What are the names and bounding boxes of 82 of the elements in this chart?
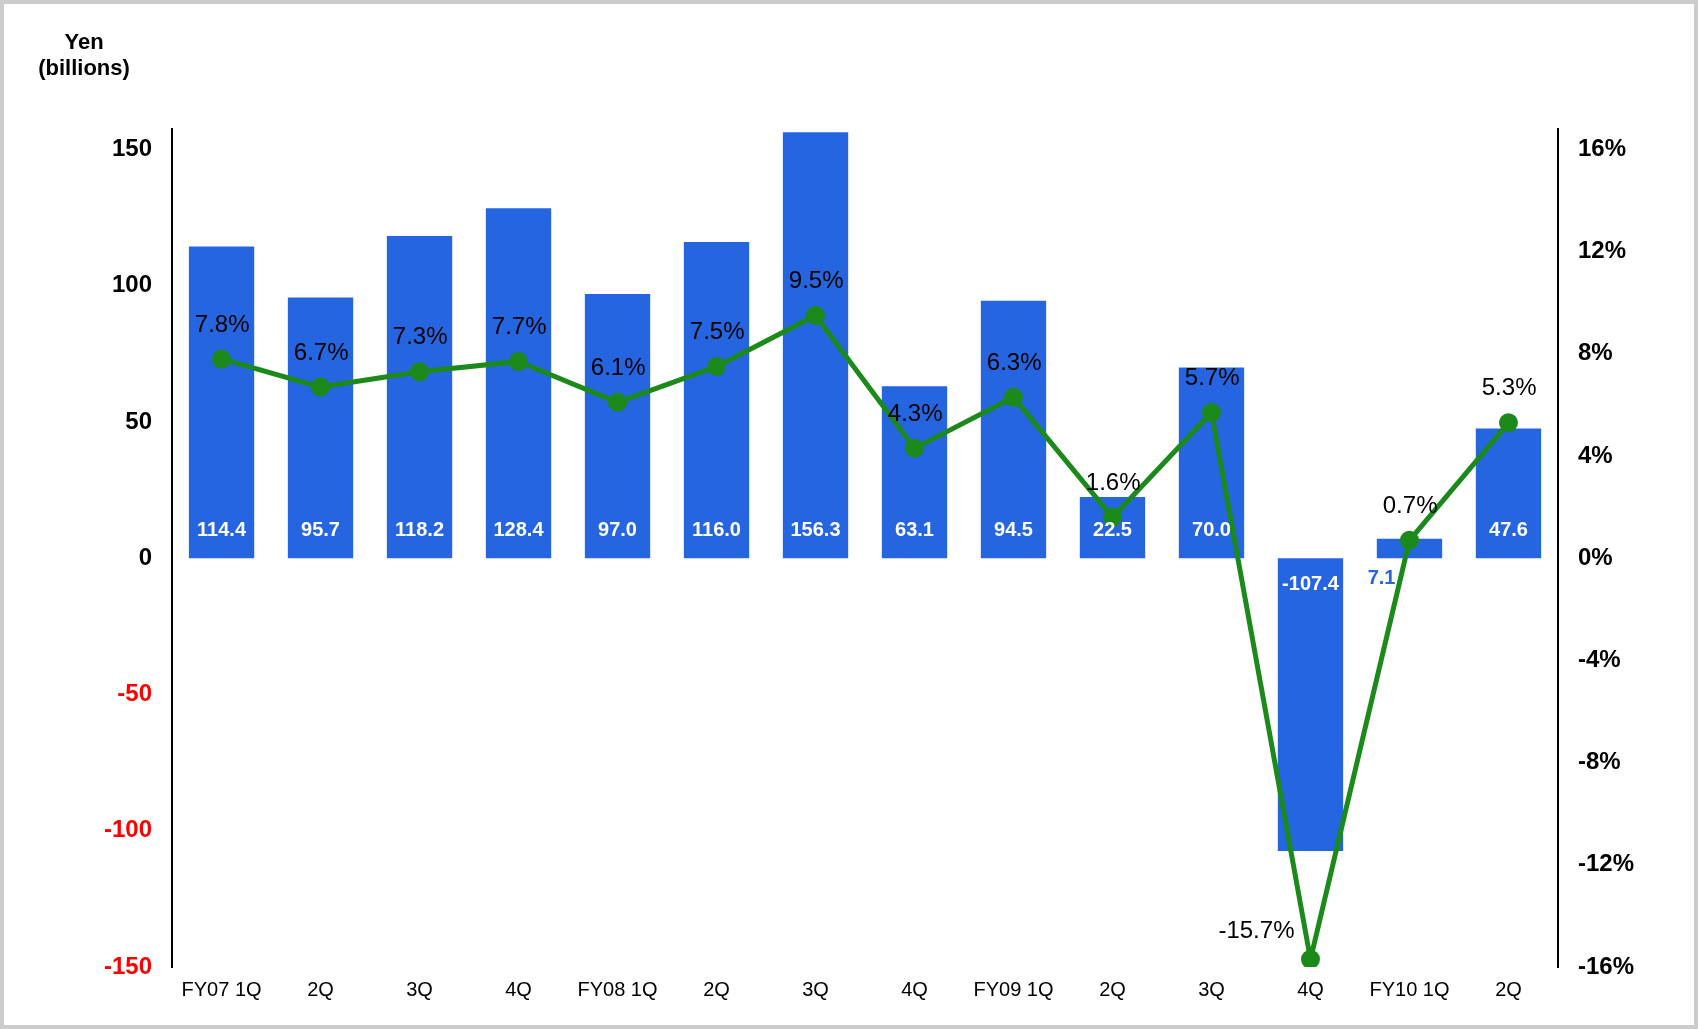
data-label: -107.4 [1282, 571, 1340, 594]
data-label: 6.3% [986, 347, 1042, 375]
point [509, 351, 529, 371]
point [1201, 403, 1221, 423]
x-tick-label: FY08 1Q [577, 977, 658, 1000]
data-label: 7.7% [491, 312, 547, 340]
data-label: 6.7% [293, 337, 349, 365]
x-tick-label: FY09 1Q [973, 977, 1054, 1000]
y-tick-label: -100 [103, 815, 153, 843]
bar [584, 293, 651, 559]
bar [980, 300, 1047, 559]
data-label: 6.1% [590, 353, 646, 380]
y2-tick-label: -8% [1577, 747, 1621, 775]
point [608, 392, 628, 412]
point [707, 357, 727, 377]
bar [782, 132, 849, 559]
data-label: 7.5% [689, 317, 745, 345]
data-label: 70.0 [1192, 517, 1231, 540]
data-label: 1.6% [1085, 467, 1141, 495]
point [806, 306, 826, 326]
data-label: 9.5% [788, 266, 844, 294]
data-label: -15.7% [1218, 915, 1295, 943]
x-tick-label: 4Q [901, 977, 928, 1000]
data-label: 7.3% [392, 322, 448, 350]
point [212, 349, 232, 369]
bar [1277, 558, 1344, 851]
y-tick-label: 100 [111, 270, 153, 298]
bar [188, 246, 255, 559]
y2-tick-label: -4% [1577, 645, 1621, 673]
y-tick-label: 50 [125, 406, 153, 434]
data-label: 95.7 [301, 517, 340, 540]
data-label: 4.3% [887, 398, 943, 426]
y-tick-label: 150 [111, 134, 153, 162]
point [410, 362, 430, 382]
data-label: 5.3% [1481, 373, 1537, 401]
data-label: 5.7% [1184, 363, 1240, 391]
bar [881, 386, 948, 559]
data-label: 22.5 [1093, 517, 1132, 540]
y2-tick-label: -16% [1577, 951, 1634, 979]
data-label: 116.0 [692, 517, 741, 540]
x-tick-label: 2Q [307, 977, 334, 1000]
data-label: 97.0 [598, 517, 637, 540]
bar [386, 236, 453, 559]
point [905, 438, 924, 458]
y2-tick-label: -12% [1577, 849, 1634, 877]
x-tick-label: FY07 1Q [181, 977, 262, 1000]
data-label: 0.7% [1382, 490, 1438, 518]
y2-tick-label: 0% [1577, 542, 1613, 570]
data-label: 118.2 [395, 517, 444, 540]
x-tick-label: 2Q [1495, 977, 1522, 1000]
data-label: 128.4 [493, 517, 545, 540]
bar [485, 208, 552, 559]
x-tick-label: 3Q [802, 977, 829, 1000]
y2-tick-label: 4% [1577, 440, 1613, 468]
bar [287, 297, 354, 559]
x-tick-label: 4Q [1297, 977, 1324, 1000]
data-label: 114.4 [197, 517, 247, 540]
x-tick-label: 2Q [1099, 977, 1126, 1000]
y-tick-label: 0 [138, 542, 153, 570]
y-axis-title: Yen (billions) [38, 29, 130, 80]
data-label: 63.1 [895, 517, 934, 540]
x-tick-label: FY10 1Q [1369, 977, 1450, 1000]
x-tick-label: 2Q [703, 977, 730, 1000]
bar [683, 242, 750, 559]
data-label: 47.6 [1489, 517, 1528, 540]
data-label: 94.5 [994, 517, 1033, 540]
point [1300, 949, 1320, 967]
y-tick-label: -50 [117, 679, 153, 707]
y-tick-label: -150 [103, 951, 153, 979]
x-tick-label: 4Q [505, 977, 532, 1000]
x-tick-label: 3Q [406, 977, 433, 1000]
bar [1475, 428, 1542, 559]
x-tick-label: 3Q [1198, 977, 1225, 1000]
data-label: 7.1 [1367, 565, 1396, 588]
point [1004, 387, 1023, 407]
point [311, 377, 331, 397]
point [1498, 413, 1518, 433]
y2-tick-label: 12% [1577, 236, 1627, 264]
data-label: 7.8% [194, 309, 250, 337]
data-label: 156.3 [790, 517, 841, 540]
y2-tick-label: 8% [1577, 338, 1613, 366]
y2-tick-label: 16% [1577, 134, 1627, 162]
